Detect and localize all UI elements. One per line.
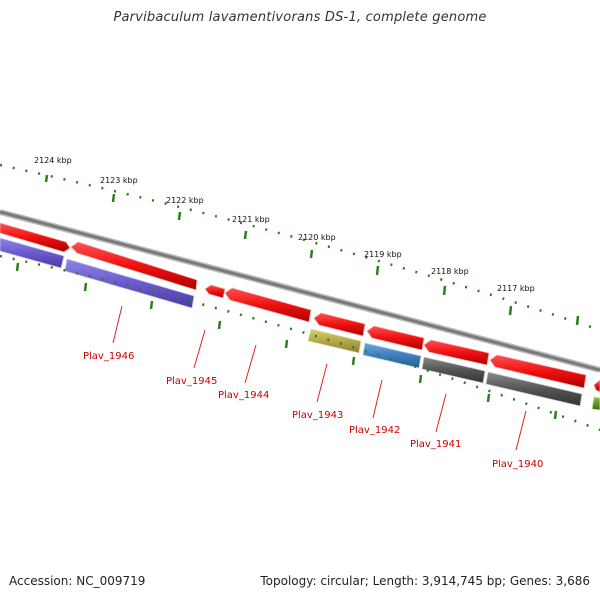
- gene-block: [421, 356, 486, 384]
- outer-scale-major-ticks: [44, 174, 580, 326]
- gene-arrow: [0, 222, 71, 253]
- reverse-strand-genes: [0, 237, 600, 411]
- gene-block: [485, 371, 583, 407]
- accession-text: Accession: NC_009719: [9, 574, 146, 588]
- gene-label: Plav_1940: [492, 459, 543, 470]
- gene-label: Plav_1943: [292, 410, 343, 421]
- gene-arrow: [204, 284, 226, 299]
- gene-label: Plav_1944: [218, 390, 269, 401]
- gene-block: [362, 342, 422, 369]
- gene-arrow: [423, 339, 490, 366]
- forward-strand-genes: [0, 222, 600, 393]
- gene-arrow: [313, 312, 366, 337]
- gene-block: [591, 396, 600, 411]
- genome-backbone: [0, 209, 600, 373]
- gene-label: Plav_1946: [83, 351, 134, 362]
- inner-scale-major-ticks: [15, 262, 558, 420]
- kbp-label: 2123 kbp: [100, 176, 138, 185]
- kbp-label: 2122 kbp: [166, 196, 204, 205]
- gene-block: [0, 237, 65, 269]
- label-leaders: [112, 305, 527, 451]
- kbp-tick-labels: 2124 kbp 2123 kbp 2122 kbp 2121 kbp 2120…: [34, 156, 535, 293]
- kbp-label: 2117 kbp: [497, 284, 535, 293]
- gene-label: Plav_1945: [166, 376, 217, 387]
- gene-label: Plav_1942: [349, 425, 400, 436]
- gene-labels: Plav_1946 Plav_1945 Plav_1944 Plav_1943 …: [83, 351, 543, 470]
- gene-arrow: [593, 379, 600, 393]
- gene-arrow: [70, 241, 198, 291]
- kbp-label: 2118 kbp: [431, 267, 469, 276]
- inner-scale: [0, 254, 600, 432]
- gene-block: [64, 258, 195, 309]
- outer-scale: [0, 163, 600, 332]
- gene-arrow: [224, 287, 312, 323]
- kbp-label: 2124 kbp: [34, 156, 72, 165]
- kbp-label: 2121 kbp: [232, 215, 270, 224]
- genome-title: Parvibaculum lavamentivorans DS-1, compl…: [113, 10, 487, 25]
- gene-arrow: [366, 325, 425, 351]
- gene-arrow: [489, 354, 587, 389]
- kbp-label: 2120 kbp: [298, 233, 336, 242]
- gene-label: Plav_1941: [410, 439, 461, 450]
- kbp-label: 2119 kbp: [364, 250, 402, 259]
- genome-summary-text: Topology: circular; Length: 3,914,745 bp…: [260, 574, 590, 588]
- gene-block: [307, 328, 362, 354]
